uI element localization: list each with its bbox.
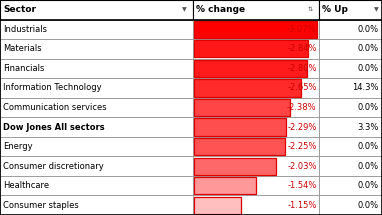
Text: -2.80%: -2.80% <box>287 64 317 73</box>
Bar <box>194 197 241 214</box>
Text: -3.07%: -3.07% <box>287 25 317 34</box>
Bar <box>193 156 319 176</box>
Bar <box>194 158 276 175</box>
Text: 0.0%: 0.0% <box>358 25 379 34</box>
Bar <box>193 137 319 156</box>
Bar <box>194 99 290 116</box>
Bar <box>319 195 382 215</box>
Bar <box>319 137 382 156</box>
Bar <box>319 176 382 195</box>
Text: Industrials: Industrials <box>3 25 47 34</box>
Text: Consumer discretionary: Consumer discretionary <box>3 162 104 171</box>
Text: Consumer staples: Consumer staples <box>3 201 79 210</box>
Text: -2.38%: -2.38% <box>287 103 317 112</box>
Text: 0.0%: 0.0% <box>358 64 379 73</box>
Bar <box>0 137 193 156</box>
Bar <box>0 156 193 176</box>
Bar <box>319 156 382 176</box>
Text: -2.29%: -2.29% <box>287 123 317 132</box>
Text: Energy: Energy <box>3 142 33 151</box>
Text: % change: % change <box>196 5 245 14</box>
Bar <box>194 118 286 136</box>
Bar <box>194 177 256 194</box>
Bar <box>194 40 308 57</box>
Bar <box>193 117 319 137</box>
Text: ⇅: ⇅ <box>308 7 313 12</box>
Text: -2.65%: -2.65% <box>287 83 317 92</box>
Bar <box>319 59 382 78</box>
Bar <box>0 20 193 39</box>
Text: Materials: Materials <box>3 44 42 53</box>
Text: Healthcare: Healthcare <box>3 181 49 190</box>
Bar <box>194 21 317 38</box>
Bar <box>193 59 319 78</box>
Text: 3.3%: 3.3% <box>358 123 379 132</box>
Text: Sector: Sector <box>3 5 36 14</box>
Bar <box>319 98 382 117</box>
Text: 0.0%: 0.0% <box>358 103 379 112</box>
Text: 14.3%: 14.3% <box>353 83 379 92</box>
Bar <box>193 98 319 117</box>
Bar <box>0 39 193 59</box>
Bar <box>193 78 319 98</box>
Text: -2.03%: -2.03% <box>287 162 317 171</box>
Text: ▼: ▼ <box>374 7 379 12</box>
Bar <box>0 0 193 20</box>
Bar <box>319 39 382 59</box>
Bar <box>193 195 319 215</box>
Bar <box>194 138 285 155</box>
Bar <box>0 98 193 117</box>
Text: 0.0%: 0.0% <box>358 44 379 53</box>
Text: -1.15%: -1.15% <box>287 201 317 210</box>
Text: Information Technology: Information Technology <box>3 83 102 92</box>
Text: ▼: ▼ <box>182 7 187 12</box>
Text: 0.0%: 0.0% <box>358 162 379 171</box>
Text: Financials: Financials <box>3 64 44 73</box>
Bar <box>319 117 382 137</box>
Text: Communication services: Communication services <box>3 103 107 112</box>
Text: -2.84%: -2.84% <box>287 44 317 53</box>
Bar <box>193 176 319 195</box>
Text: 0.0%: 0.0% <box>358 142 379 151</box>
Bar <box>0 117 193 137</box>
Text: % Up: % Up <box>322 5 348 14</box>
Text: -2.25%: -2.25% <box>287 142 317 151</box>
Bar <box>0 195 193 215</box>
Bar <box>319 0 382 20</box>
Bar <box>194 60 307 77</box>
Bar <box>193 0 319 20</box>
Bar <box>193 20 319 39</box>
Bar <box>193 39 319 59</box>
Bar <box>0 176 193 195</box>
Bar <box>0 59 193 78</box>
Bar <box>0 78 193 98</box>
Bar <box>194 79 301 97</box>
Text: 0.0%: 0.0% <box>358 181 379 190</box>
Bar <box>319 78 382 98</box>
Text: -1.54%: -1.54% <box>287 181 317 190</box>
Text: Dow Jones All sectors: Dow Jones All sectors <box>3 123 105 132</box>
Bar <box>319 20 382 39</box>
Text: 0.0%: 0.0% <box>358 201 379 210</box>
